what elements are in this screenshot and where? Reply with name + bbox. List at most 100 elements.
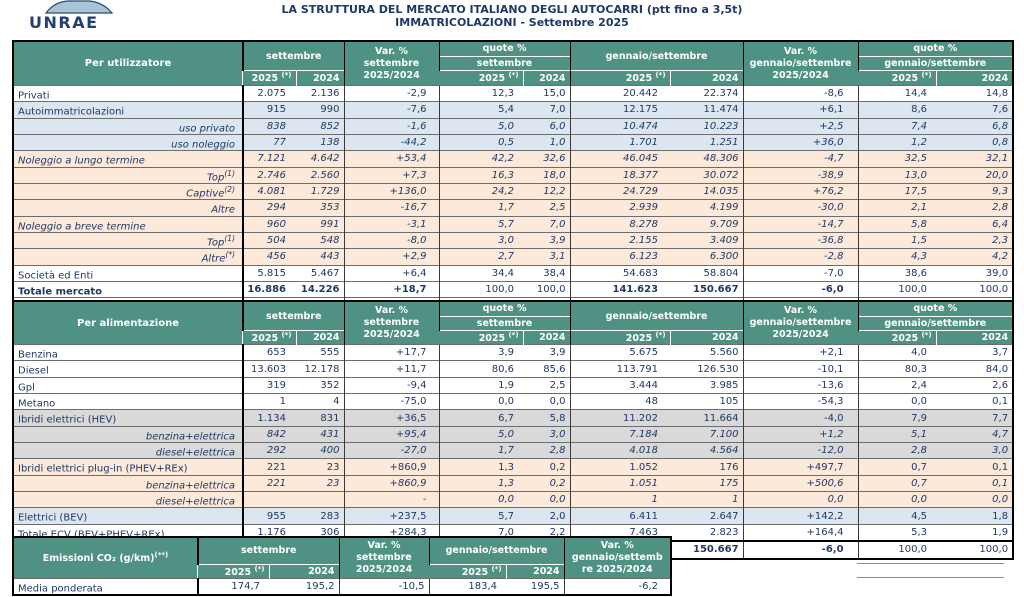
cell: 4,2 — [936, 248, 1014, 266]
cell: +6,1 — [742, 101, 859, 119]
cell: 1.729 — [296, 182, 345, 200]
cell: 5.675 — [569, 344, 671, 361]
cell: 2.136 — [296, 84, 345, 102]
cell: 3.985 — [670, 376, 744, 394]
row-label: Noleggio a breve termine — [13, 215, 243, 233]
cell: 5,8 — [857, 215, 937, 233]
cell: 2,1 — [857, 199, 937, 217]
cell: 32,5 — [857, 150, 937, 168]
cell: 46.045 — [569, 150, 671, 168]
table-row: Media ponderata 174,7 195,2 -10,5 183,4 … — [13, 577, 672, 595]
cell: 5,3 — [857, 523, 937, 542]
header-year-2025: 2025 (*) — [243, 329, 296, 345]
co2-emissions-table: Emissioni CO₂ (g/km)(**) settembre Var. … — [12, 536, 673, 596]
cell: 11.474 — [670, 101, 744, 119]
cell: 17,5 — [857, 182, 937, 200]
cell: 100,0 — [936, 280, 1014, 298]
cell: 4,3 — [857, 248, 937, 266]
cell: 1 — [569, 491, 671, 508]
page-title: LA STRUTTURA DEL MERCATO ITALIANO DEGLI … — [0, 3, 1024, 29]
cell: +142,2 — [742, 507, 859, 525]
cell: 7,6 — [936, 101, 1014, 119]
cell: 353 — [296, 199, 345, 217]
cell: 3,0 — [438, 231, 524, 249]
cell: 85,6 — [523, 360, 571, 378]
cell: 504 — [242, 231, 296, 249]
header-quote-gennaio: quote % gennaio/settembre — [857, 41, 1014, 71]
cell: +11,7 — [343, 360, 440, 378]
cell: 2,5 — [523, 199, 571, 217]
row-label: Top(1) — [13, 231, 243, 249]
cell: +860,9 — [343, 458, 440, 476]
cell: +860,9 — [343, 474, 440, 492]
header-year-2025: 2025 (*) — [858, 70, 937, 86]
cell: 84,0 — [936, 360, 1014, 378]
header-quote-settembre: quote % settembre — [438, 301, 571, 331]
cell: 100,0 — [936, 540, 1014, 559]
table-row: Altre 294 353 -16,7 1,7 2,5 2.939 4.199 … — [13, 199, 1014, 217]
cell: -8,6 — [742, 84, 859, 102]
cell: -16,7 — [343, 199, 440, 217]
cell: 39,0 — [936, 264, 1014, 282]
cell: 141.623 — [569, 280, 671, 298]
cell: 3,9 — [523, 344, 571, 361]
corner-label: Per alimentazione — [12, 301, 243, 345]
header-year-2024: 2024 — [505, 563, 565, 579]
cell: 24.729 — [569, 182, 671, 200]
cell: 3,0 — [936, 442, 1014, 459]
cell: 24,2 — [438, 182, 524, 200]
per-utilizzatore-table: Per utilizzatore settembre Var. % settemb… — [12, 40, 1015, 332]
header-quote-settembre: quote % settembre — [438, 41, 571, 71]
cell: 18.377 — [569, 166, 671, 184]
cell: +6,4 — [343, 264, 440, 282]
cell: -6,2 — [563, 577, 672, 595]
row-label: Captive(2) — [13, 182, 243, 200]
cell: 221 — [242, 458, 296, 476]
page-title-line2: IMMATRICOLAZIONI - Settembre 2025 — [395, 16, 629, 29]
cell: 22.374 — [670, 84, 744, 102]
header-year-2025: 2025 (*) — [858, 329, 937, 345]
cell: 548 — [296, 231, 345, 249]
cell: 54.683 — [569, 264, 671, 282]
cell: 960 — [242, 215, 296, 233]
header-quote-gennaio: quote % gennaio/settembre — [857, 301, 1014, 331]
cell: +36,5 — [343, 409, 440, 427]
row-label: Media ponderata — [13, 577, 198, 595]
cell: 2.647 — [670, 507, 744, 525]
cell: 7,7 — [936, 409, 1014, 427]
cell: 1,3 — [438, 458, 524, 476]
header-year-2024: 2024 — [669, 329, 744, 345]
cell: 2,8 — [936, 199, 1014, 217]
cell: 14,4 — [857, 84, 937, 102]
header-year-2025: 2025 (*) — [569, 70, 671, 86]
cell: 7,0 — [523, 215, 571, 233]
cell: 852 — [296, 117, 345, 135]
cell: 0,1 — [936, 458, 1014, 476]
cell: -54,3 — [742, 393, 859, 410]
cell: 34,4 — [438, 264, 524, 282]
cell: -36,8 — [742, 231, 859, 249]
cell: 38,4 — [523, 264, 571, 282]
cell: 2.746 — [242, 166, 296, 184]
table-row: benzina+elettrica 842 431 +95,4 5,0 3,0 … — [13, 425, 1014, 443]
header-year-2025: 2025 (*) — [569, 329, 671, 345]
cell: 1.051 — [569, 474, 671, 492]
cell: 4,7 — [936, 425, 1014, 443]
cell: +136,0 — [343, 182, 440, 200]
cell: 23 — [296, 474, 345, 492]
cell: 991 — [296, 215, 345, 233]
cell: +76,2 — [742, 182, 859, 200]
row-label: uso privato — [13, 117, 243, 135]
cell: 58.804 — [670, 264, 744, 282]
cell: -13,6 — [742, 376, 859, 394]
cell: 283 — [296, 507, 345, 525]
cell: 6,4 — [936, 215, 1014, 233]
cell: 0,2 — [523, 458, 571, 476]
cell: 838 — [242, 117, 296, 135]
cell: 6,8 — [936, 117, 1014, 135]
cell: 6,0 — [523, 117, 571, 135]
cell: 4.564 — [670, 442, 744, 459]
cell: 0,0 — [742, 491, 859, 508]
cell: -38,9 — [742, 166, 859, 184]
row-label: diesel+elettrica — [13, 491, 243, 508]
